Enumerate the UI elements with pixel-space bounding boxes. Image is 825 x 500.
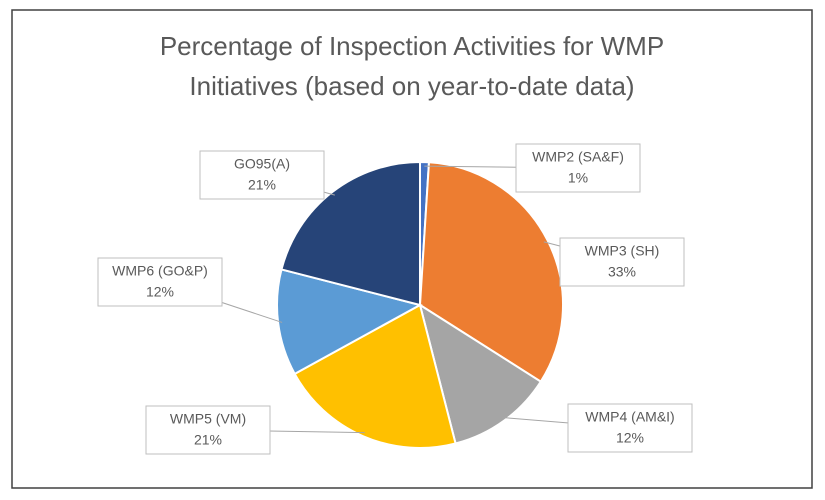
slice-label: WMP6 (GO&P) — [112, 263, 208, 279]
label-box — [199, 150, 325, 200]
pie-slice — [418, 302, 543, 445]
chart-title: Initiatives (based on year-to-date data) — [189, 71, 634, 101]
slice-label: WMP5 (VM) — [170, 411, 246, 427]
slice-value-label: 21% — [194, 432, 222, 448]
slice-value-label: 33% — [608, 264, 636, 280]
pie-slice — [293, 303, 457, 449]
slice-value-label: 12% — [616, 430, 644, 446]
pie-slice — [276, 268, 423, 376]
slice-label: GO95(A) — [234, 156, 290, 172]
label-box — [567, 403, 693, 453]
label-box — [515, 143, 641, 193]
label-box — [145, 405, 271, 455]
slice-label: WMP4 (AM&I) — [585, 409, 674, 425]
slice-value-label: 1% — [568, 170, 588, 186]
label-box — [559, 237, 685, 287]
slice-label: WMP3 (SH) — [585, 243, 660, 259]
chart-title: Percentage of Inspection Activities for … — [160, 31, 664, 61]
slice-label: WMP2 (SA&F) — [532, 149, 624, 165]
slice-value-label: 21% — [248, 177, 276, 193]
slice-value-label: 12% — [146, 284, 174, 300]
pie-slice — [280, 160, 421, 307]
label-box — [97, 257, 223, 307]
